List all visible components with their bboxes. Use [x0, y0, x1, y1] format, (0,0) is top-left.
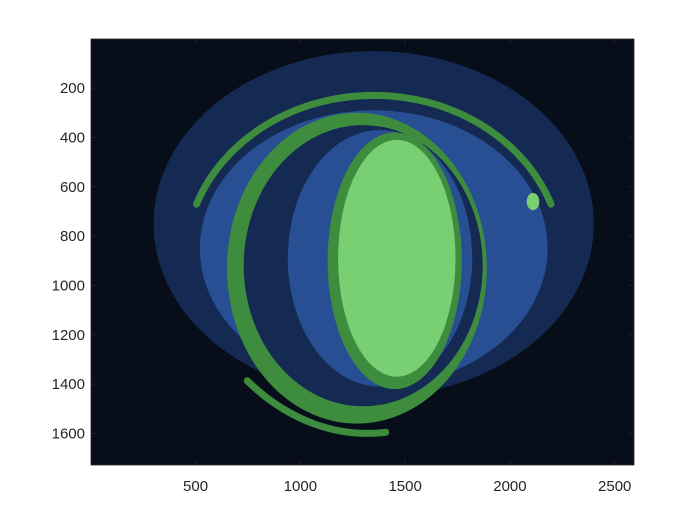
- x-tick-label: 1500: [388, 478, 421, 495]
- x-tick-label: 1000: [284, 478, 317, 495]
- y-tick-label: 200: [60, 80, 85, 97]
- y-tick-label: 1600: [52, 425, 85, 442]
- x-axis: 500 1000 1500 2000 2500: [183, 39, 631, 495]
- y-tick-label: 1000: [52, 277, 85, 294]
- y-tick-label: 600: [60, 179, 85, 196]
- y-axis: 200 400 600 800 1000 1200 1400 1600: [52, 80, 634, 442]
- region-lower-lid-arc: [243, 377, 390, 437]
- y-tick-label: 800: [60, 228, 85, 245]
- x-tick-label: 2500: [598, 478, 631, 495]
- y-tick-label: 400: [60, 129, 85, 146]
- region-reflection-spot: [526, 193, 540, 211]
- x-tick-label: 2000: [493, 478, 526, 495]
- x-tick-label: 500: [183, 478, 208, 495]
- axes-box: [90, 38, 635, 466]
- y-tick-label: 1400: [52, 376, 85, 393]
- region-iris: [338, 139, 456, 377]
- y-tick-label: 1200: [52, 327, 85, 344]
- region-upper-lid-arc: [193, 91, 555, 208]
- heatmap-image: [91, 39, 634, 465]
